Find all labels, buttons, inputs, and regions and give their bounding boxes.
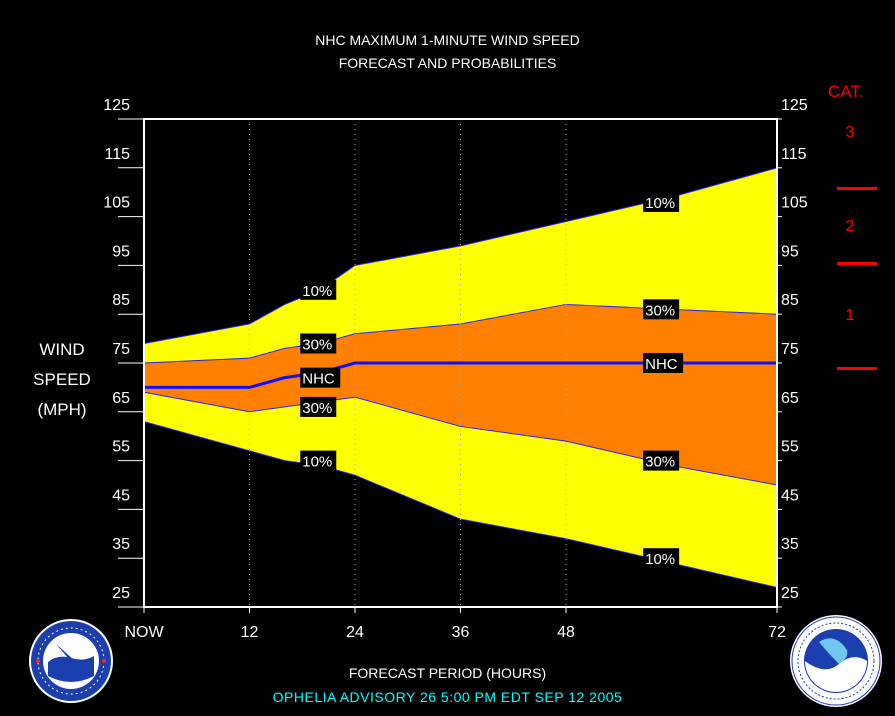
- series-label-3: 30%: [302, 400, 332, 417]
- category-1-label: 1: [845, 307, 855, 324]
- y-tick-label-right-45: 45: [781, 487, 799, 504]
- nws-logo-icon: [29, 619, 113, 703]
- y-tick-label-left-25: 25: [112, 585, 130, 602]
- y-axis-label-line3: (MPH): [37, 400, 87, 419]
- series-line-upper-30: [143, 303, 778, 364]
- category-2-threshold-line: [837, 262, 877, 265]
- y-tick-label-left-45: 45: [112, 487, 130, 504]
- series-label-2: NHC: [302, 371, 335, 388]
- y-tick-label-left-105: 105: [103, 195, 130, 212]
- x-tick-label-36: 36: [452, 624, 470, 641]
- plot-area: 25 25 35 35 45 45 55 55 65 65 75 75 85 85 95 95 105 105 11…: [103, 97, 808, 641]
- x-tick-label-0: NOW: [124, 624, 164, 641]
- y-tick-label-left-95: 95: [112, 243, 130, 260]
- label-box-8: [643, 450, 680, 471]
- series-label-6: 30%: [645, 302, 675, 319]
- category-1-threshold-line: [837, 367, 877, 370]
- y-axis-label-line1: WIND: [39, 340, 85, 359]
- y-tick-label-left-35: 35: [112, 536, 130, 553]
- category-3-threshold-line: [837, 187, 877, 190]
- series-line-lower-10: [143, 421, 778, 588]
- series-label-4: 10%: [302, 454, 332, 471]
- x-tick-label-24: 24: [346, 624, 364, 641]
- y-tick-label-right-115: 115: [781, 146, 807, 163]
- y-tick-label-left-85: 85: [112, 292, 130, 309]
- y-axis-label-line2: SPEED: [33, 370, 91, 389]
- x-tick-label-48: 48: [557, 624, 575, 641]
- label-box-0: [300, 279, 337, 300]
- y-tick-label-left-125: 125: [103, 97, 130, 114]
- x-tick-label-72: 72: [768, 624, 786, 641]
- category-title: CAT.: [828, 82, 864, 101]
- label-box-3: [300, 396, 337, 417]
- series-label-0: 10%: [302, 283, 332, 300]
- category-2-label: 2: [845, 218, 855, 235]
- series-label-9: 10%: [645, 551, 675, 568]
- y-tick-label-right-55: 55: [781, 439, 799, 456]
- y-tick-label-right-85: 85: [781, 292, 799, 309]
- series-line-nhc: [144, 361, 777, 389]
- series-label-7: NHC: [645, 356, 678, 373]
- label-box-6: [643, 299, 680, 320]
- advisory-line: OPHELIA ADVISORY 26 5:00 PM EDT SEP 12 2…: [272, 689, 623, 705]
- x-tick-label-12: 12: [241, 624, 259, 641]
- label-box-1: [300, 333, 337, 354]
- series-label-1: 30%: [302, 336, 332, 353]
- y-tick-label-right-95: 95: [781, 243, 799, 260]
- series-line-upper-10: [143, 167, 778, 344]
- label-box-5: [643, 191, 680, 212]
- label-box-2: [300, 367, 341, 388]
- y-tick-label-right-65: 65: [781, 390, 799, 407]
- label-box-9: [643, 548, 680, 569]
- chart-title-line1: NHC MAXIMUM 1-MINUTE WIND SPEED: [315, 32, 580, 48]
- y-axis-label: WIND SPEED (MPH): [22, 335, 102, 425]
- label-box-4: [300, 450, 337, 471]
- y-tick-label-right-105: 105: [781, 195, 808, 212]
- y-tick-label-right-75: 75: [781, 341, 799, 358]
- series-label-8: 30%: [645, 454, 675, 471]
- category-3-label: 3: [845, 124, 855, 141]
- y-tick-label-left-115: 115: [104, 146, 130, 163]
- y-tick-label-right-125: 125: [781, 97, 808, 114]
- x-axis-label: FORECAST PERIOD (HOURS): [348, 665, 547, 681]
- series-line-lower-30: [143, 391, 778, 486]
- y-tick-label-right-35: 35: [781, 536, 799, 553]
- chart-title-line2: FORECAST AND PROBABILITIES: [338, 55, 557, 71]
- y-tick-label-right-25: 25: [781, 585, 799, 602]
- noaa-logo-icon: [790, 615, 882, 707]
- y-tick-label-left-55: 55: [112, 439, 130, 456]
- label-box-7: [643, 353, 684, 373]
- y-tick-label-left-75: 75: [112, 341, 130, 358]
- series-label-5: 10%: [645, 195, 675, 212]
- y-tick-label-left-65: 65: [112, 390, 130, 407]
